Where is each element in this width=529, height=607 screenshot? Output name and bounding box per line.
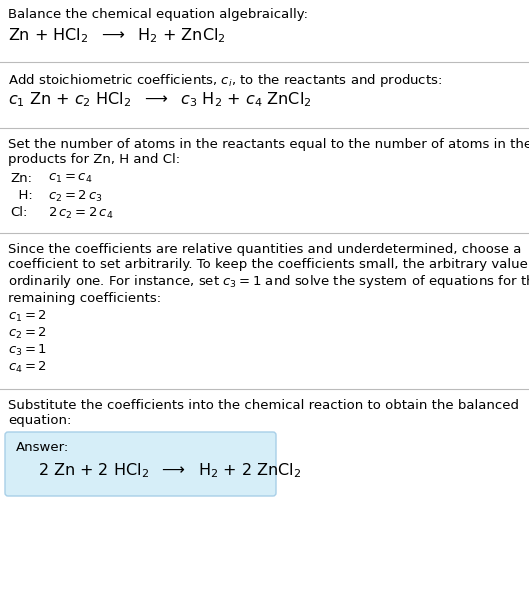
Text: 2 Zn + 2 HCl$_2$  $\longrightarrow$  H$_2$ + 2 ZnCl$_2$: 2 Zn + 2 HCl$_2$ $\longrightarrow$ H$_2$… [38, 461, 302, 480]
Text: $c_2 = 2\,c_3$: $c_2 = 2\,c_3$ [48, 189, 103, 204]
Text: $2\,c_2 = 2\,c_4$: $2\,c_2 = 2\,c_4$ [48, 206, 114, 221]
Text: Set the number of atoms in the reactants equal to the number of atoms in the
pro: Set the number of atoms in the reactants… [8, 138, 529, 166]
Text: Add stoichiometric coefficients, $c_i$, to the reactants and products:: Add stoichiometric coefficients, $c_i$, … [8, 72, 442, 89]
FancyBboxPatch shape [5, 432, 276, 496]
Text: $c_1 = c_4$: $c_1 = c_4$ [48, 172, 93, 185]
Text: Balance the chemical equation algebraically:: Balance the chemical equation algebraica… [8, 8, 308, 21]
Text: Since the coefficients are relative quantities and underdetermined, choose a
coe: Since the coefficients are relative quan… [8, 243, 529, 305]
Text: Cl:: Cl: [10, 206, 28, 219]
Text: $c_4 = 2$: $c_4 = 2$ [8, 360, 47, 375]
Text: Answer:: Answer: [16, 441, 69, 454]
Text: $c_1 = 2$: $c_1 = 2$ [8, 309, 47, 324]
Text: Zn:: Zn: [10, 172, 32, 185]
Text: Substitute the coefficients into the chemical reaction to obtain the balanced
eq: Substitute the coefficients into the che… [8, 399, 519, 427]
Text: Zn + HCl$_2$  $\longrightarrow$  H$_2$ + ZnCl$_2$: Zn + HCl$_2$ $\longrightarrow$ H$_2$ + Z… [8, 26, 226, 45]
Text: $c_1$ Zn + $c_2$ HCl$_2$  $\longrightarrow$  $c_3$ H$_2$ + $c_4$ ZnCl$_2$: $c_1$ Zn + $c_2$ HCl$_2$ $\longrightarro… [8, 90, 312, 109]
Text: H:: H: [10, 189, 33, 202]
Text: $c_2 = 2$: $c_2 = 2$ [8, 326, 47, 341]
Text: $c_3 = 1$: $c_3 = 1$ [8, 343, 47, 358]
